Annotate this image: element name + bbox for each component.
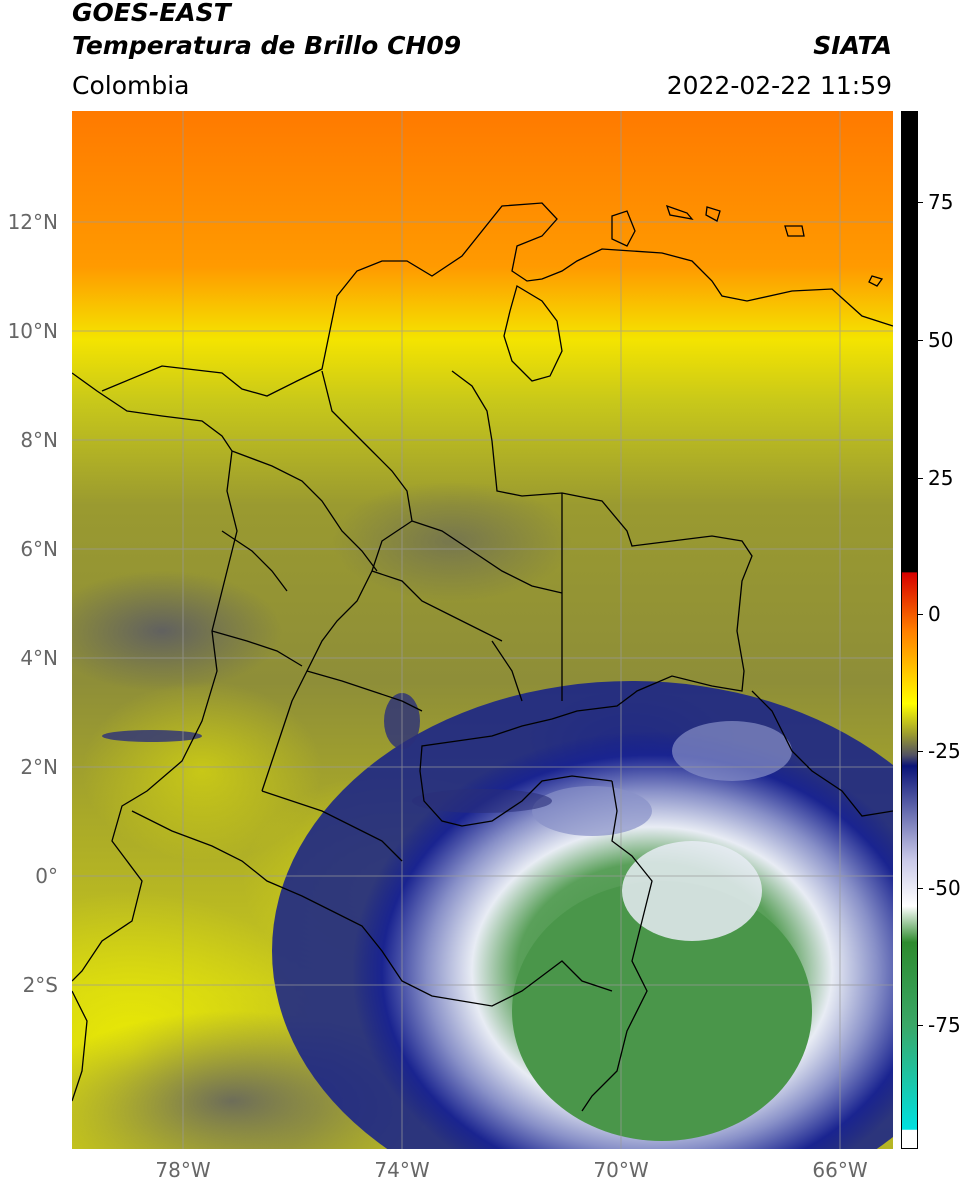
map-panel bbox=[72, 111, 893, 1149]
lat-label: 12°N bbox=[7, 210, 58, 234]
colorbar-tick-label: 50 bbox=[928, 328, 954, 352]
lat-label: 10°N bbox=[7, 319, 58, 343]
colorbar-tick-label: 25 bbox=[928, 466, 954, 490]
lon-label: 66°W bbox=[812, 1158, 868, 1182]
lon-label: 74°W bbox=[374, 1158, 430, 1182]
coastlines bbox=[72, 202, 893, 1112]
colorbar-tick-label: 75 bbox=[928, 190, 954, 214]
lat-label: 6°N bbox=[20, 537, 58, 561]
colorbar-tick-label: 0 bbox=[928, 602, 941, 626]
title-product: Temperatura de Brillo CH09 bbox=[72, 31, 462, 60]
organization-label: SIATA bbox=[813, 31, 892, 60]
region-label: Colombia bbox=[72, 71, 190, 100]
timestamp-label: 2022-02-22 11:59 bbox=[666, 71, 892, 100]
lon-label: 78°W bbox=[155, 1158, 211, 1182]
colorbar-tick-label: -75 bbox=[928, 1013, 961, 1037]
graticule bbox=[72, 111, 893, 1149]
lat-label: 2°N bbox=[20, 755, 58, 779]
lat-label: 2°S bbox=[22, 973, 58, 997]
colorbar bbox=[901, 111, 918, 1149]
title-satellite: GOES-EAST bbox=[72, 0, 231, 27]
lat-label: 4°N bbox=[20, 646, 58, 670]
lon-label: 70°W bbox=[593, 1158, 649, 1182]
lat-label: 8°N bbox=[20, 428, 58, 452]
colorbar-tick-label: -25 bbox=[928, 739, 961, 763]
colorbar-tick-label: -50 bbox=[928, 876, 961, 900]
lat-label: 0° bbox=[35, 864, 58, 888]
map-canvas bbox=[72, 111, 893, 1149]
